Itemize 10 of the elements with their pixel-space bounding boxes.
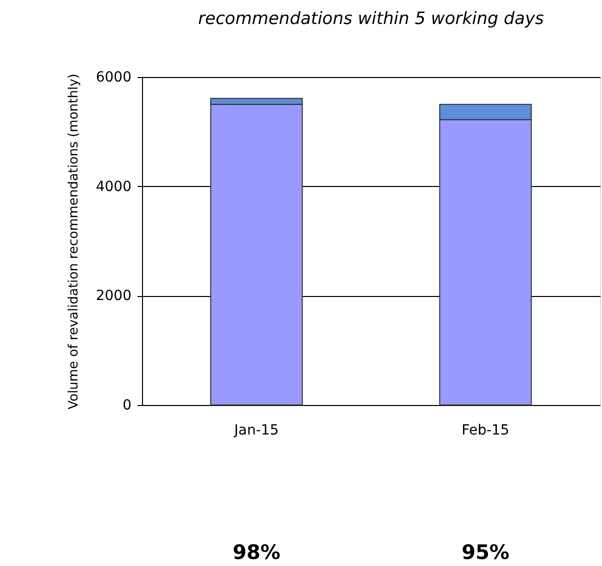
y-tick-label: 6000 [96, 70, 132, 86]
x-tick-label: Jan-15 [233, 422, 279, 438]
y-axis-title: Volume of revalidation recommendations (monthly) [66, 74, 82, 410]
y-tick-label: 4000 [96, 178, 132, 195]
text: 95% [462, 540, 510, 564]
y-tick-label: 2000 [96, 288, 132, 304]
text: 98% [232, 540, 280, 564]
x-tick-label: Feb-15 [462, 422, 510, 438]
chart-title: recommendations within 5 working days [198, 9, 544, 29]
y-tick-label: 0 [122, 398, 132, 414]
